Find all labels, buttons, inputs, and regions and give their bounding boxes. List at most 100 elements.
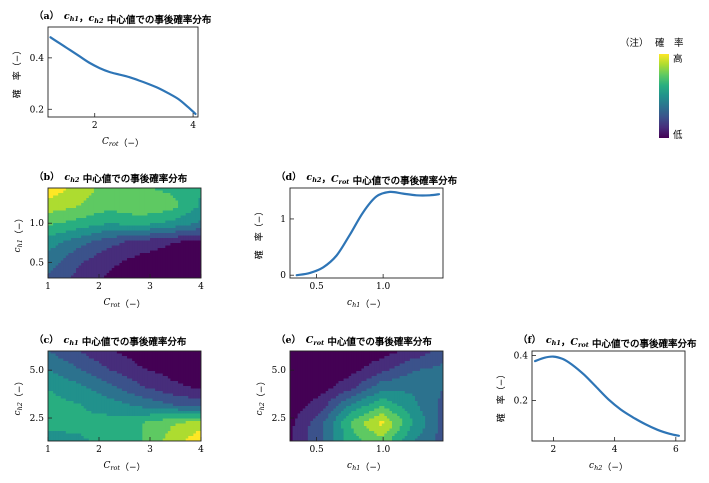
heatmap-b-cell (180, 193, 184, 197)
heatmap-c-cell (119, 421, 123, 425)
heatmap-e-cell (302, 373, 306, 377)
heatmap-b-cell (167, 220, 171, 224)
heatmap-c-cell (124, 358, 128, 362)
heatmap-b-cell (185, 275, 189, 278)
heatmap-c-cell (139, 388, 143, 392)
heatmap-b-cell (175, 240, 179, 244)
heatmap-c-cell (193, 371, 197, 375)
heatmap-c-cell (139, 381, 143, 385)
heatmap-b-cell (178, 200, 182, 204)
heatmap-c-cell (198, 396, 201, 400)
heatmap-c-cell (96, 413, 100, 417)
heatmap-b-cell (104, 198, 108, 202)
heatmap-b-cell (124, 223, 128, 227)
heatmap-b-cell (58, 205, 62, 209)
heatmap-c-cell (139, 433, 143, 437)
heatmap-b-cell (195, 240, 200, 244)
heatmap-c-cell (178, 361, 182, 365)
heatmap-c-cell (152, 383, 156, 387)
heatmap-b-cell (101, 263, 105, 267)
heatmap-c-cell (124, 351, 128, 355)
heatmap-c-cell (134, 423, 138, 427)
heatmap-c-cell (65, 408, 69, 412)
heatmap-e-cell (302, 376, 306, 380)
heatmap-c-cell (193, 418, 197, 422)
heatmap-b-cell (68, 215, 72, 219)
heatmap-c-cell (188, 413, 192, 417)
heatmap-e-cell (386, 371, 391, 375)
heatmap-b-cell (137, 273, 141, 277)
heatmap-c-cell (188, 366, 192, 370)
heatmap-b-cell (93, 233, 98, 237)
heatmap-c-cell (101, 433, 105, 437)
heatmap-c-cell (160, 363, 164, 367)
heatmap-b-cell (91, 270, 95, 274)
heatmap-c-cell (150, 356, 154, 360)
heatmap-b-cell (137, 260, 141, 264)
heatmap-c-cell (142, 408, 146, 412)
heatmap-b-cell (155, 240, 159, 244)
heatmap-c-cell (111, 393, 115, 397)
heatmap-b-cell (127, 265, 131, 269)
heatmap-c-cell (152, 386, 156, 390)
heatmap-c-cell (144, 416, 149, 420)
heatmap-b-cell (63, 253, 67, 257)
heatmap-c-cell (93, 371, 98, 375)
heatmap-b (48, 188, 201, 278)
heatmap-e-cell (389, 356, 393, 360)
heatmap-c-cell (60, 361, 64, 365)
heatmap-c-cell (101, 393, 105, 397)
heatmap-b-cell (96, 253, 100, 257)
heatmap-b-cell (188, 215, 192, 219)
heatmap-b-cell (60, 198, 64, 202)
heatmap-b-cell (101, 245, 105, 249)
heatmap-b-cell (83, 265, 87, 269)
heatmap-b-cell (109, 223, 113, 227)
heatmap-b-cell (147, 258, 151, 262)
heatmap-b-cell (144, 203, 149, 207)
heatmap-b-cell (76, 188, 80, 192)
heatmap-e-cell (425, 368, 429, 372)
heatmap-b-cell (195, 275, 200, 278)
heatmap-b-cell (96, 200, 100, 204)
heatmap-c-cell (188, 396, 192, 400)
heatmap-c-cell (101, 378, 105, 382)
heatmap-c-cell (68, 386, 72, 390)
heatmap-b-cell (152, 218, 156, 222)
heatmap-c-cell (137, 363, 141, 367)
heatmap-b-cell (172, 225, 177, 229)
heatmap-b-cell (195, 230, 200, 234)
heatmap-c-cell (137, 421, 141, 425)
heatmap-b-cell (142, 215, 146, 219)
heatmap-e-cell (333, 358, 337, 362)
heatmap-c-cell (198, 378, 201, 382)
heatmap-b-cell (88, 265, 92, 269)
heatmap-b-cell (106, 250, 110, 254)
heatmap-e-cell (307, 358, 311, 362)
heatmap-c-cell (185, 411, 189, 415)
heatmap-b-cell (124, 263, 128, 267)
heatmap-c-cell (78, 436, 82, 440)
heatmap-c-cell (101, 373, 105, 377)
heatmap-b-cell (157, 213, 161, 217)
heatmap-b-cell (86, 223, 90, 227)
heatmap-e-cell (432, 373, 436, 377)
heatmap-b-cell (167, 263, 171, 267)
heatmap-b-cell (178, 235, 182, 239)
heatmap-e-cell (440, 368, 443, 372)
heatmap-c-cell (147, 361, 151, 365)
heatmap-e-cell (366, 351, 370, 355)
heatmap-b-cell (175, 198, 179, 202)
heatmap-b-cell (65, 198, 69, 202)
heatmap-b-cell (129, 205, 133, 209)
heatmap-e-cell (333, 361, 337, 365)
heatmap-b-cell (91, 218, 95, 222)
heatmap-c-cell (60, 411, 64, 415)
heatmap-c-cell (109, 383, 113, 387)
heatmap-e-cell (417, 371, 421, 375)
heatmap-b-cell (139, 195, 143, 199)
heatmap-e-cell (374, 361, 378, 365)
heatmap-c-cell (157, 416, 161, 420)
heatmap-b-cell (150, 238, 154, 242)
heatmap-c-cell (104, 421, 108, 425)
